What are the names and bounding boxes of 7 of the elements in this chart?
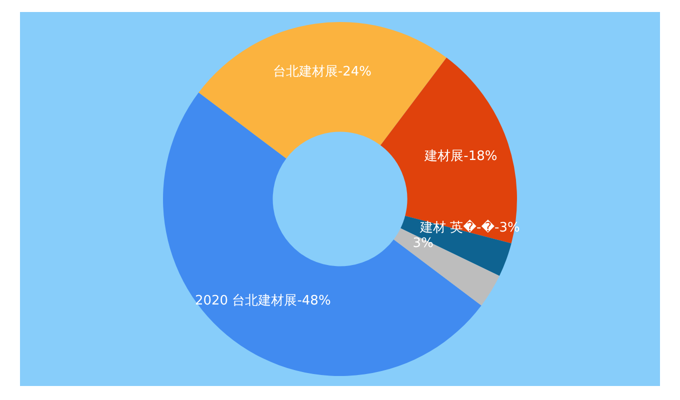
- slice-label: 建材展-: [424, 149, 469, 164]
- data-label: 18%: [468, 149, 498, 164]
- data-label: 3%: [412, 236, 434, 251]
- slice-label: 台北建材展-: [272, 64, 343, 80]
- data-label: 24%: [342, 64, 372, 80]
- slice-label: 2020 台北建材展-: [194, 294, 302, 309]
- data-label: 48%: [302, 294, 331, 309]
